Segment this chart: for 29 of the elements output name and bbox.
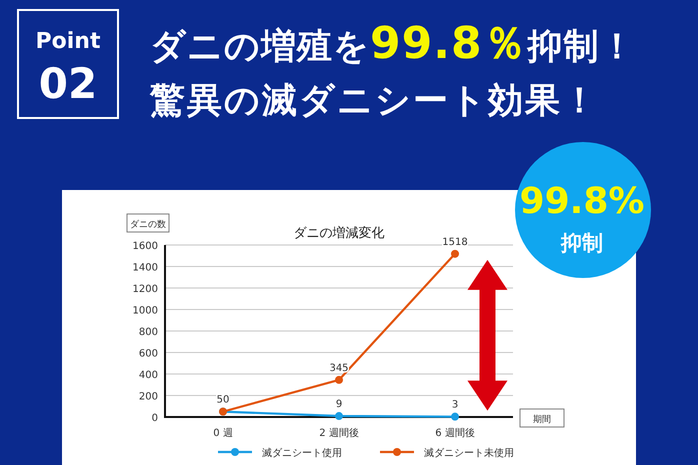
- point: [335, 376, 343, 384]
- y-tick-label: 1400: [132, 262, 158, 274]
- x-tick-label: 0 週: [213, 428, 233, 439]
- y-tick-label: 400: [138, 370, 158, 381]
- header: Point 02 ダニの増殖を99.8％抑制！ 驚異の滅ダニシート効果！: [17, 9, 636, 121]
- data-label: 3: [452, 400, 458, 411]
- point: [451, 250, 459, 258]
- y-tick-label: 1000: [132, 306, 158, 316]
- text: 抑制: [560, 231, 603, 255]
- y-tick-label: 0: [152, 413, 158, 424]
- y-tick-label: 800: [138, 327, 158, 338]
- x-tick-label: 6 週間後: [435, 427, 475, 439]
- y-tick-label: 200: [138, 392, 158, 402]
- y-tick-label: 600: [138, 348, 158, 360]
- y-tick-label: 1200: [132, 284, 158, 295]
- legend-label: 滅ダニシート未使用: [424, 447, 514, 459]
- data-label: 345: [329, 362, 349, 374]
- x-tick-label: 2 週間後: [319, 427, 359, 439]
- chart-title: ダニの増減変化: [294, 225, 384, 241]
- text: 99.8%: [520, 181, 644, 222]
- data-label: 9: [336, 399, 342, 410]
- legend-label: 滅ダニシート使用: [262, 447, 342, 459]
- x-axis-title: 期間: [533, 414, 551, 425]
- y-tick-label: 1600: [132, 241, 158, 252]
- data-label: 50: [216, 394, 230, 406]
- data-label: 1518: [442, 236, 468, 248]
- point: [451, 412, 459, 421]
- point: [335, 412, 343, 420]
- y-axis-title: ダニの数: [130, 219, 166, 230]
